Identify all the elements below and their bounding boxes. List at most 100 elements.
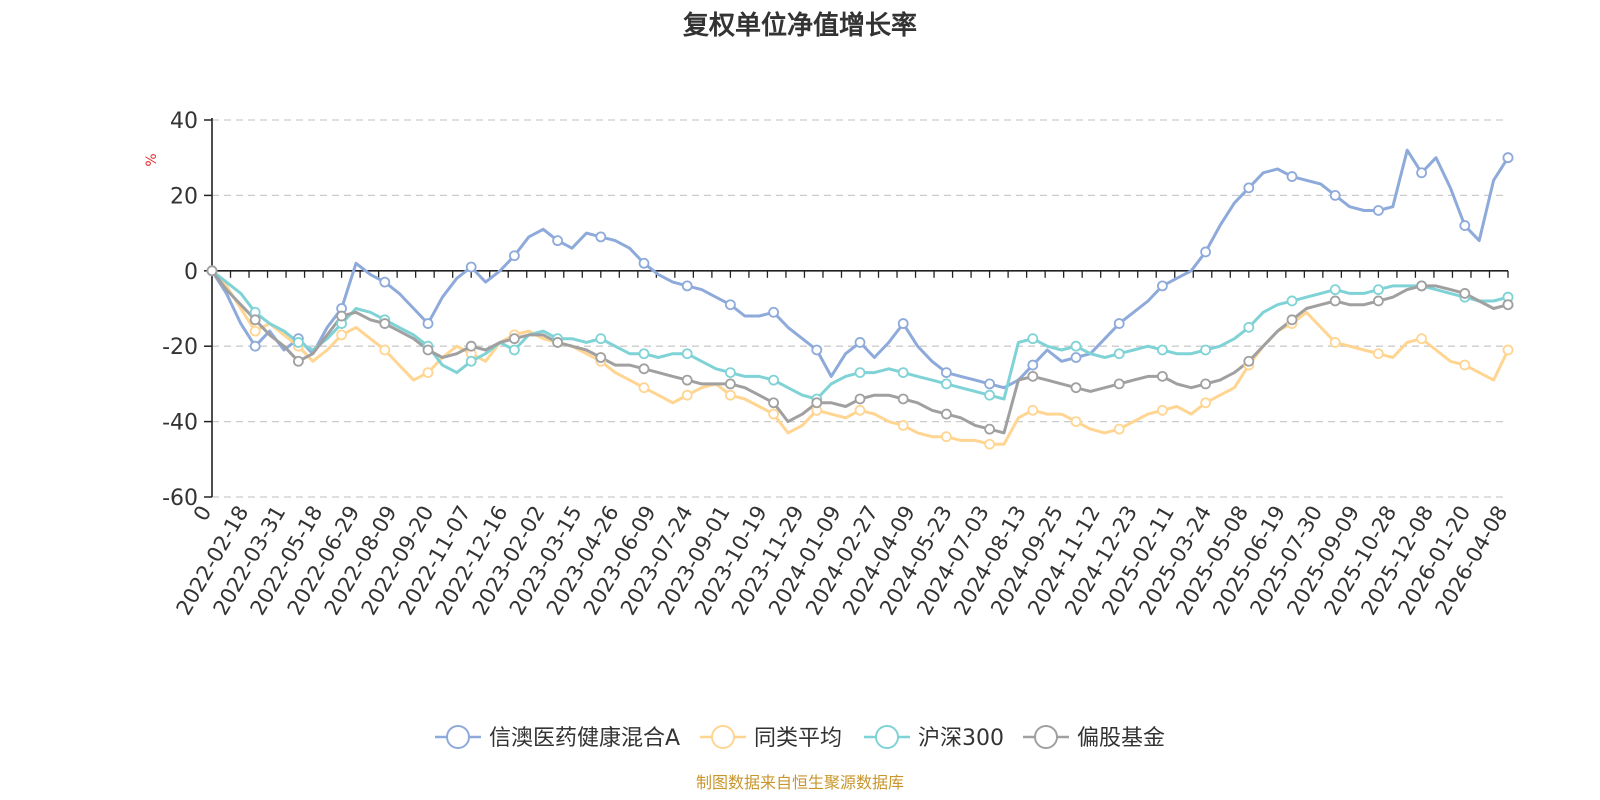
legend-item-0[interactable]: 信澳医药健康混合A [435, 725, 680, 751]
legend-label: 沪深300 [918, 726, 1004, 751]
series-point-3 [465, 340, 477, 352]
series-point-0 [638, 257, 650, 269]
series-point-0 [249, 340, 261, 352]
legend-item-2[interactable]: 沪深300 [864, 725, 1004, 751]
legend-symbol [446, 725, 470, 749]
series-point-0 [897, 318, 909, 329]
series-point-3 [1113, 378, 1125, 390]
series-point-1 [1157, 404, 1168, 416]
series-point-3 [1200, 378, 1211, 390]
series-point-3 [595, 352, 607, 363]
series-point-3 [1157, 370, 1168, 382]
series-point-2 [1373, 284, 1384, 296]
legend-item-3[interactable]: 偏股基金 [1023, 725, 1165, 751]
series-point-2 [854, 367, 866, 378]
series-point-3 [292, 355, 304, 367]
series-point-3 [1329, 295, 1341, 307]
series-point-0 [379, 276, 391, 288]
series-point-1 [1027, 404, 1039, 416]
series-point-3 [422, 344, 434, 356]
series-point-0 [1113, 318, 1125, 329]
series-point-1 [897, 419, 909, 431]
series-point-0 [1070, 352, 1082, 363]
legend[interactable]: 信澳医药健康混合A 同类平均 沪深300 偏股基金 [435, 725, 1165, 751]
series-point-0 [1243, 182, 1255, 194]
series-point-0 [941, 367, 952, 378]
series-point-3 [1243, 355, 1255, 367]
data-source-note: 制图数据来自恒生聚源数据库 [696, 773, 904, 792]
legend-symbol [875, 725, 899, 749]
series-point-0 [422, 318, 434, 329]
series-point-1 [638, 382, 650, 394]
series-point-3 [206, 265, 218, 277]
series-point-0 [1200, 246, 1211, 258]
series-point-1 [379, 344, 391, 356]
series-point-0 [1286, 171, 1298, 182]
series-point-1 [1416, 333, 1427, 345]
y-tick-label: 0 [184, 260, 198, 285]
axes: 40200-20-40-6002022-02-182022-03-312022-… [162, 109, 1512, 619]
series-point-0 [1373, 205, 1384, 216]
series-point-2 [638, 348, 650, 360]
y-tick-label: 20 [170, 184, 198, 209]
series-point-2 [681, 348, 693, 360]
series-point-2 [292, 337, 304, 348]
series-point-1 [1329, 337, 1341, 348]
series-point-1 [336, 329, 348, 341]
series-point-3 [941, 408, 952, 420]
series-point-3 [1027, 370, 1039, 382]
series-point-3 [768, 397, 779, 409]
series-point-1 [1502, 344, 1514, 356]
series-point-3 [854, 393, 866, 405]
series-point-3 [984, 423, 995, 435]
series-point-1 [984, 438, 995, 450]
legend-label: 偏股基金 [1077, 726, 1165, 751]
series-point-3 [336, 310, 348, 322]
series-point-3 [1373, 295, 1384, 307]
series-point-0 [1157, 280, 1168, 292]
x-tick-label: 0 [189, 502, 216, 526]
legend-label: 信澳医药健康混合A [489, 726, 680, 751]
series-point-3 [897, 393, 909, 405]
legend-item-1[interactable]: 同类平均 [700, 725, 842, 751]
series-point-0 [1502, 152, 1514, 164]
series-point-0 [1027, 359, 1039, 371]
series-point-0 [509, 250, 520, 262]
y-tick-label: 40 [170, 109, 198, 134]
grid-lines [212, 119, 1508, 498]
series-point-2 [1243, 321, 1255, 333]
legend-symbol [1034, 725, 1058, 749]
series-point-0 [465, 261, 477, 273]
series-point-1 [1070, 416, 1082, 428]
series-markers [206, 152, 1514, 450]
series-point-2 [725, 367, 736, 378]
series-point-1 [768, 408, 779, 420]
series-point-2 [768, 374, 779, 386]
series-point-2 [1286, 295, 1298, 307]
series-point-3 [725, 378, 736, 390]
series-point-3 [552, 337, 563, 348]
series-point-3 [249, 314, 261, 326]
series-point-2 [941, 378, 952, 390]
series-point-2 [984, 389, 995, 401]
series-point-3 [509, 333, 520, 345]
series-point-0 [725, 299, 736, 311]
series-line-0 [210, 148, 1510, 390]
series-point-1 [422, 367, 434, 378]
series-point-3 [1416, 280, 1427, 292]
series-point-3 [811, 397, 823, 409]
series-point-0 [854, 337, 866, 348]
series-point-1 [941, 431, 952, 443]
series-point-3 [1459, 288, 1471, 299]
series-point-0 [552, 235, 563, 247]
chart-title: 复权单位净值增长率 [683, 10, 917, 41]
series-point-2 [509, 344, 520, 356]
series-point-2 [1027, 333, 1039, 345]
series-point-0 [595, 231, 607, 243]
series-point-2 [595, 333, 607, 345]
series-point-3 [1502, 299, 1514, 311]
series-point-2 [465, 355, 477, 367]
series-point-0 [1329, 189, 1341, 201]
series-point-2 [1157, 344, 1168, 356]
y-tick-label: -20 [162, 335, 198, 360]
